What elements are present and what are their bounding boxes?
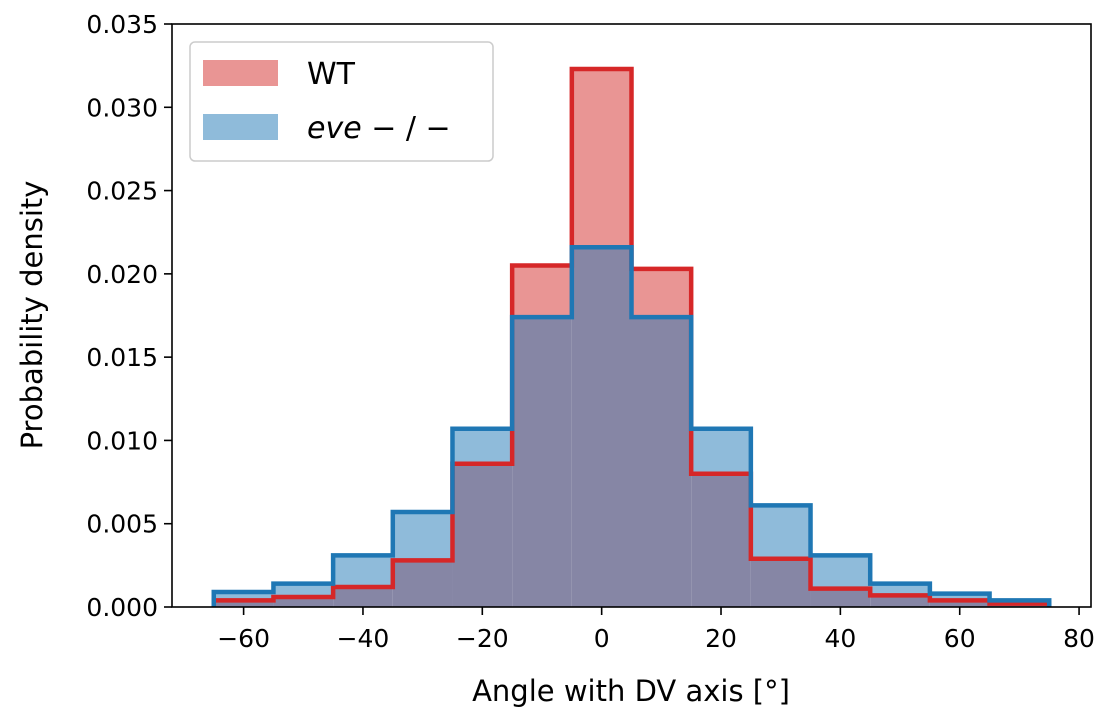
y-tick-label: 0.005 — [86, 510, 158, 539]
y-tick-label: 0.015 — [86, 343, 158, 372]
histogram-bar-overlap — [333, 587, 393, 607]
y-tick-label: 0.010 — [86, 426, 158, 455]
histogram-bar-excess — [810, 555, 871, 589]
histogram-bar-overlap — [810, 588, 871, 607]
histogram-bar-excess — [750, 505, 811, 559]
plot-frame — [171, 23, 1092, 608]
series-outline-wt — [211, 66, 1052, 607]
histogram-bar-excess — [631, 268, 692, 318]
y-axis-label: Probability density — [15, 181, 49, 450]
x-tick-label: −60 — [217, 624, 270, 653]
x-tick-label: 80 — [1063, 624, 1095, 653]
histogram-bar-excess — [929, 593, 990, 601]
histogram-bar-excess — [870, 583, 930, 596]
legend-label-eve-italic: eve — [307, 111, 362, 146]
histogram-bar-excess — [512, 265, 572, 318]
legend-label-eve: eve − / − — [307, 111, 451, 146]
histogram-bar-overlap — [750, 558, 811, 607]
histogram-bar-overlap — [929, 600, 990, 607]
series-outline-eve — [211, 244, 1052, 607]
histogram-bar-overlap — [452, 463, 513, 607]
histogram-bar-excess — [452, 428, 513, 464]
x-tick-label: 20 — [705, 624, 737, 653]
histogram-bar-overlap — [512, 317, 572, 607]
y-tick-label: 0.035 — [86, 10, 158, 39]
histogram-bar-overlap — [273, 597, 334, 607]
x-axis: −60 −40 −20 0 20 40 60 80 — [217, 607, 1095, 653]
bars-layer — [213, 68, 1050, 607]
y-tick-label: 0.000 — [86, 593, 158, 622]
histogram-bar-overlap — [392, 560, 453, 607]
histogram-bar-overlap — [870, 595, 930, 607]
histogram-bar-excess — [213, 592, 274, 601]
y-tick-label: 0.020 — [86, 260, 158, 289]
x-tick-label: 40 — [824, 624, 856, 653]
histogram-bar-overlap — [571, 247, 632, 607]
histogram-bar-excess — [571, 68, 632, 248]
step-outlines — [211, 66, 1052, 607]
x-axis-label: Angle with DV axis [°] — [472, 674, 790, 708]
legend-swatch-wt — [203, 60, 278, 86]
x-tick-label: −40 — [337, 624, 390, 653]
histogram-bar-excess — [392, 512, 453, 561]
histogram-bar-excess — [333, 555, 393, 588]
x-tick-label: 60 — [944, 624, 976, 653]
y-axis: 0.000 0.005 0.010 0.015 0.020 0.025 0.030 0.035 — [86, 10, 172, 622]
histogram-bar-excess — [691, 428, 751, 474]
y-tick-label: 0.030 — [86, 93, 158, 122]
x-tick-label: −20 — [456, 624, 509, 653]
histogram-bar-overlap — [631, 317, 692, 607]
legend-swatch-eve — [203, 114, 278, 140]
legend-label-wt: WT — [307, 57, 356, 92]
histogram-bar-overlap — [691, 473, 751, 607]
histogram-bar-overlap — [213, 600, 274, 607]
legend-label-eve-suffix: − / − — [362, 111, 451, 146]
legend: WT eve − / − — [189, 41, 494, 162]
histogram-bar-excess — [273, 583, 334, 598]
x-tick-label: 0 — [594, 624, 610, 653]
y-tick-label: 0.025 — [86, 177, 158, 206]
